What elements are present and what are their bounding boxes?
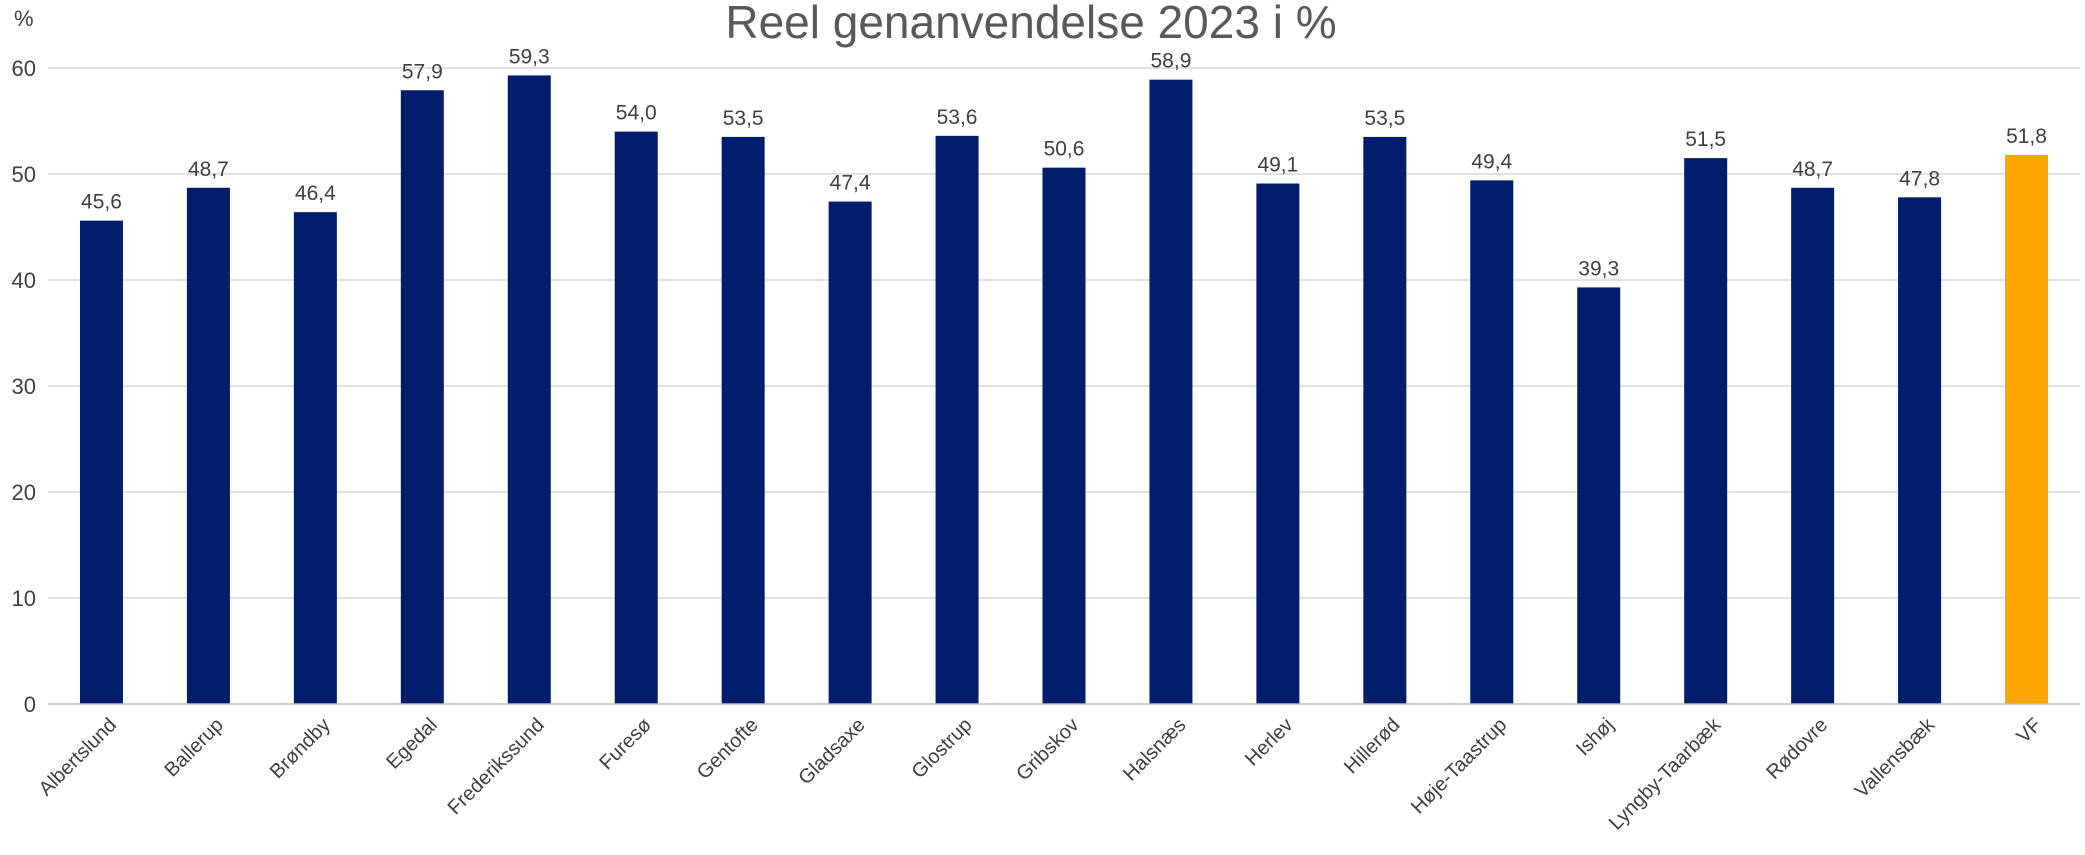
data-label: 57,9 bbox=[402, 60, 443, 83]
y-tick-label: 10 bbox=[12, 586, 36, 611]
bar-ishøj bbox=[1577, 287, 1621, 704]
x-tick-label: Ishøj bbox=[1572, 714, 1618, 760]
bar-herlev bbox=[1256, 183, 1300, 705]
x-tick-label: Gribskov bbox=[1012, 714, 1083, 785]
bar-vallensbæk bbox=[1898, 197, 1942, 704]
bar-halsnæs bbox=[1149, 79, 1193, 704]
y-tick-label: 30 bbox=[12, 374, 36, 399]
bar-brøndby bbox=[293, 212, 337, 704]
bar-frederikssund bbox=[507, 75, 551, 705]
x-tick-label: Frederikssund bbox=[444, 714, 549, 819]
x-tick-label: Furesø bbox=[595, 714, 655, 774]
data-label: 51,5 bbox=[1685, 128, 1726, 151]
bar-gribskov bbox=[1042, 167, 1086, 704]
y-tick-label: 50 bbox=[12, 162, 36, 187]
data-label: 51,8 bbox=[2006, 125, 2047, 148]
x-tick-label: Albertslund bbox=[35, 714, 121, 800]
bar-hillerød bbox=[1363, 136, 1407, 704]
y-axis-ticks: 0 10 20 30 40 50 60 bbox=[12, 56, 36, 717]
data-label: 47,4 bbox=[830, 172, 871, 195]
x-tick-label: Gentofte bbox=[693, 714, 763, 784]
data-label: 53,5 bbox=[1364, 107, 1405, 130]
bar-egedal bbox=[400, 90, 444, 704]
data-label: 47,8 bbox=[1899, 167, 1940, 190]
y-tick-label: 20 bbox=[12, 480, 36, 505]
x-tick-label: Ballerup bbox=[161, 714, 228, 781]
bar-ballerup bbox=[186, 187, 230, 704]
data-labels: 45,6 48,7 46,4 57,9 59,3 54,0 53,5 47,4 53,6 50,6… bbox=[81, 45, 2047, 280]
x-tick-label: Lyngby-Taarbæk bbox=[1605, 713, 1726, 834]
bar-albertslund bbox=[79, 220, 123, 704]
data-label: 48,7 bbox=[1792, 158, 1833, 181]
bar-glostrup bbox=[935, 135, 979, 705]
data-label: 45,6 bbox=[81, 191, 122, 214]
bar-furesø bbox=[614, 131, 658, 705]
x-tick-label: Glostrup bbox=[908, 714, 977, 783]
data-label: 46,4 bbox=[295, 182, 336, 205]
bar-lyngby-taarbæk bbox=[1684, 158, 1728, 705]
x-tick-label: VF bbox=[2012, 714, 2046, 748]
data-label: 39,3 bbox=[1578, 257, 1619, 280]
data-label: 54,0 bbox=[616, 102, 657, 125]
bar-vf bbox=[2005, 154, 2049, 705]
data-label: 48,7 bbox=[188, 158, 229, 181]
bar-gladsaxe bbox=[828, 201, 872, 704]
x-tick-label: Halsnæs bbox=[1119, 714, 1190, 785]
chart-title: Reel genanvendelse 2023 i % bbox=[725, 0, 1336, 48]
x-tick-label: Brøndby bbox=[266, 714, 335, 783]
data-label: 58,9 bbox=[1151, 50, 1192, 73]
x-tick-label: Vallensbæk bbox=[1851, 713, 1940, 802]
data-label: 53,6 bbox=[937, 106, 978, 129]
x-tick-label: Egedal bbox=[382, 714, 442, 774]
data-label: 50,6 bbox=[1044, 138, 1085, 161]
y-tick-label: 0 bbox=[24, 692, 36, 717]
x-tick-label: Rødovre bbox=[1762, 714, 1832, 784]
bar-høje-taastrup bbox=[1470, 180, 1514, 705]
x-tick-label: Gladsaxe bbox=[794, 714, 869, 789]
x-tick-label: Høje-Taastrup bbox=[1407, 714, 1511, 818]
y-tick-label: 60 bbox=[12, 56, 36, 81]
x-axis-ticks: Albertslund Ballerup Brøndby Egedal Frederik… bbox=[35, 713, 2046, 834]
y-tick-label: 40 bbox=[12, 268, 36, 293]
bar-rødovre bbox=[1791, 187, 1835, 704]
data-label: 53,5 bbox=[723, 107, 764, 130]
x-tick-label: Hillerød bbox=[1340, 714, 1404, 778]
y-axis-unit-label: % bbox=[14, 6, 34, 31]
data-label: 59,3 bbox=[509, 45, 550, 68]
bar-gentofte bbox=[721, 136, 765, 704]
data-label: 49,4 bbox=[1471, 150, 1512, 173]
bars bbox=[79, 75, 2049, 705]
x-tick-label: Herlev bbox=[1241, 714, 1297, 770]
data-label: 49,1 bbox=[1257, 154, 1298, 177]
